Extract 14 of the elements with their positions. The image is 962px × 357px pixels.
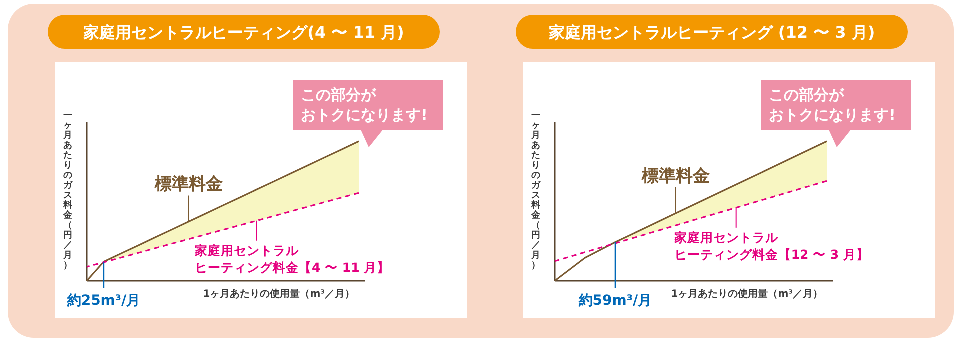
text: 一ヶ月あたりのガス料金（円／月） [64, 111, 72, 271]
annotation: 約59m³/月 [578, 293, 652, 309]
series-label: 標準料金 [640, 166, 710, 186]
legend-label: 家庭用セントラルヒーティング料金【4 〜 11 月】 [194, 242, 390, 275]
annotation: 約25m³/月 [66, 293, 141, 309]
series-label: 標準料金 [154, 174, 223, 195]
callout: この部分がおトクになります! [761, 80, 911, 148]
callout: この部分がおトクになります! [293, 80, 443, 148]
chart-title: 家庭用セントラルヒーティング(4 〜 11 月) [82, 23, 404, 42]
text: 一ヶ月あたりのガス料金（円／月） [532, 111, 540, 271]
legend-label: 家庭用セントラルヒーティング料金【12 〜 3 月】 [673, 230, 870, 262]
chart-title: 家庭用セントラルヒーティング (12 〜 3 月) [548, 23, 876, 42]
x-axis-title: 1ヶ月あたりの使用量（m³／月） [203, 288, 355, 300]
x-axis-title: 1ヶ月あたりの使用量（m³／月） [671, 288, 823, 300]
